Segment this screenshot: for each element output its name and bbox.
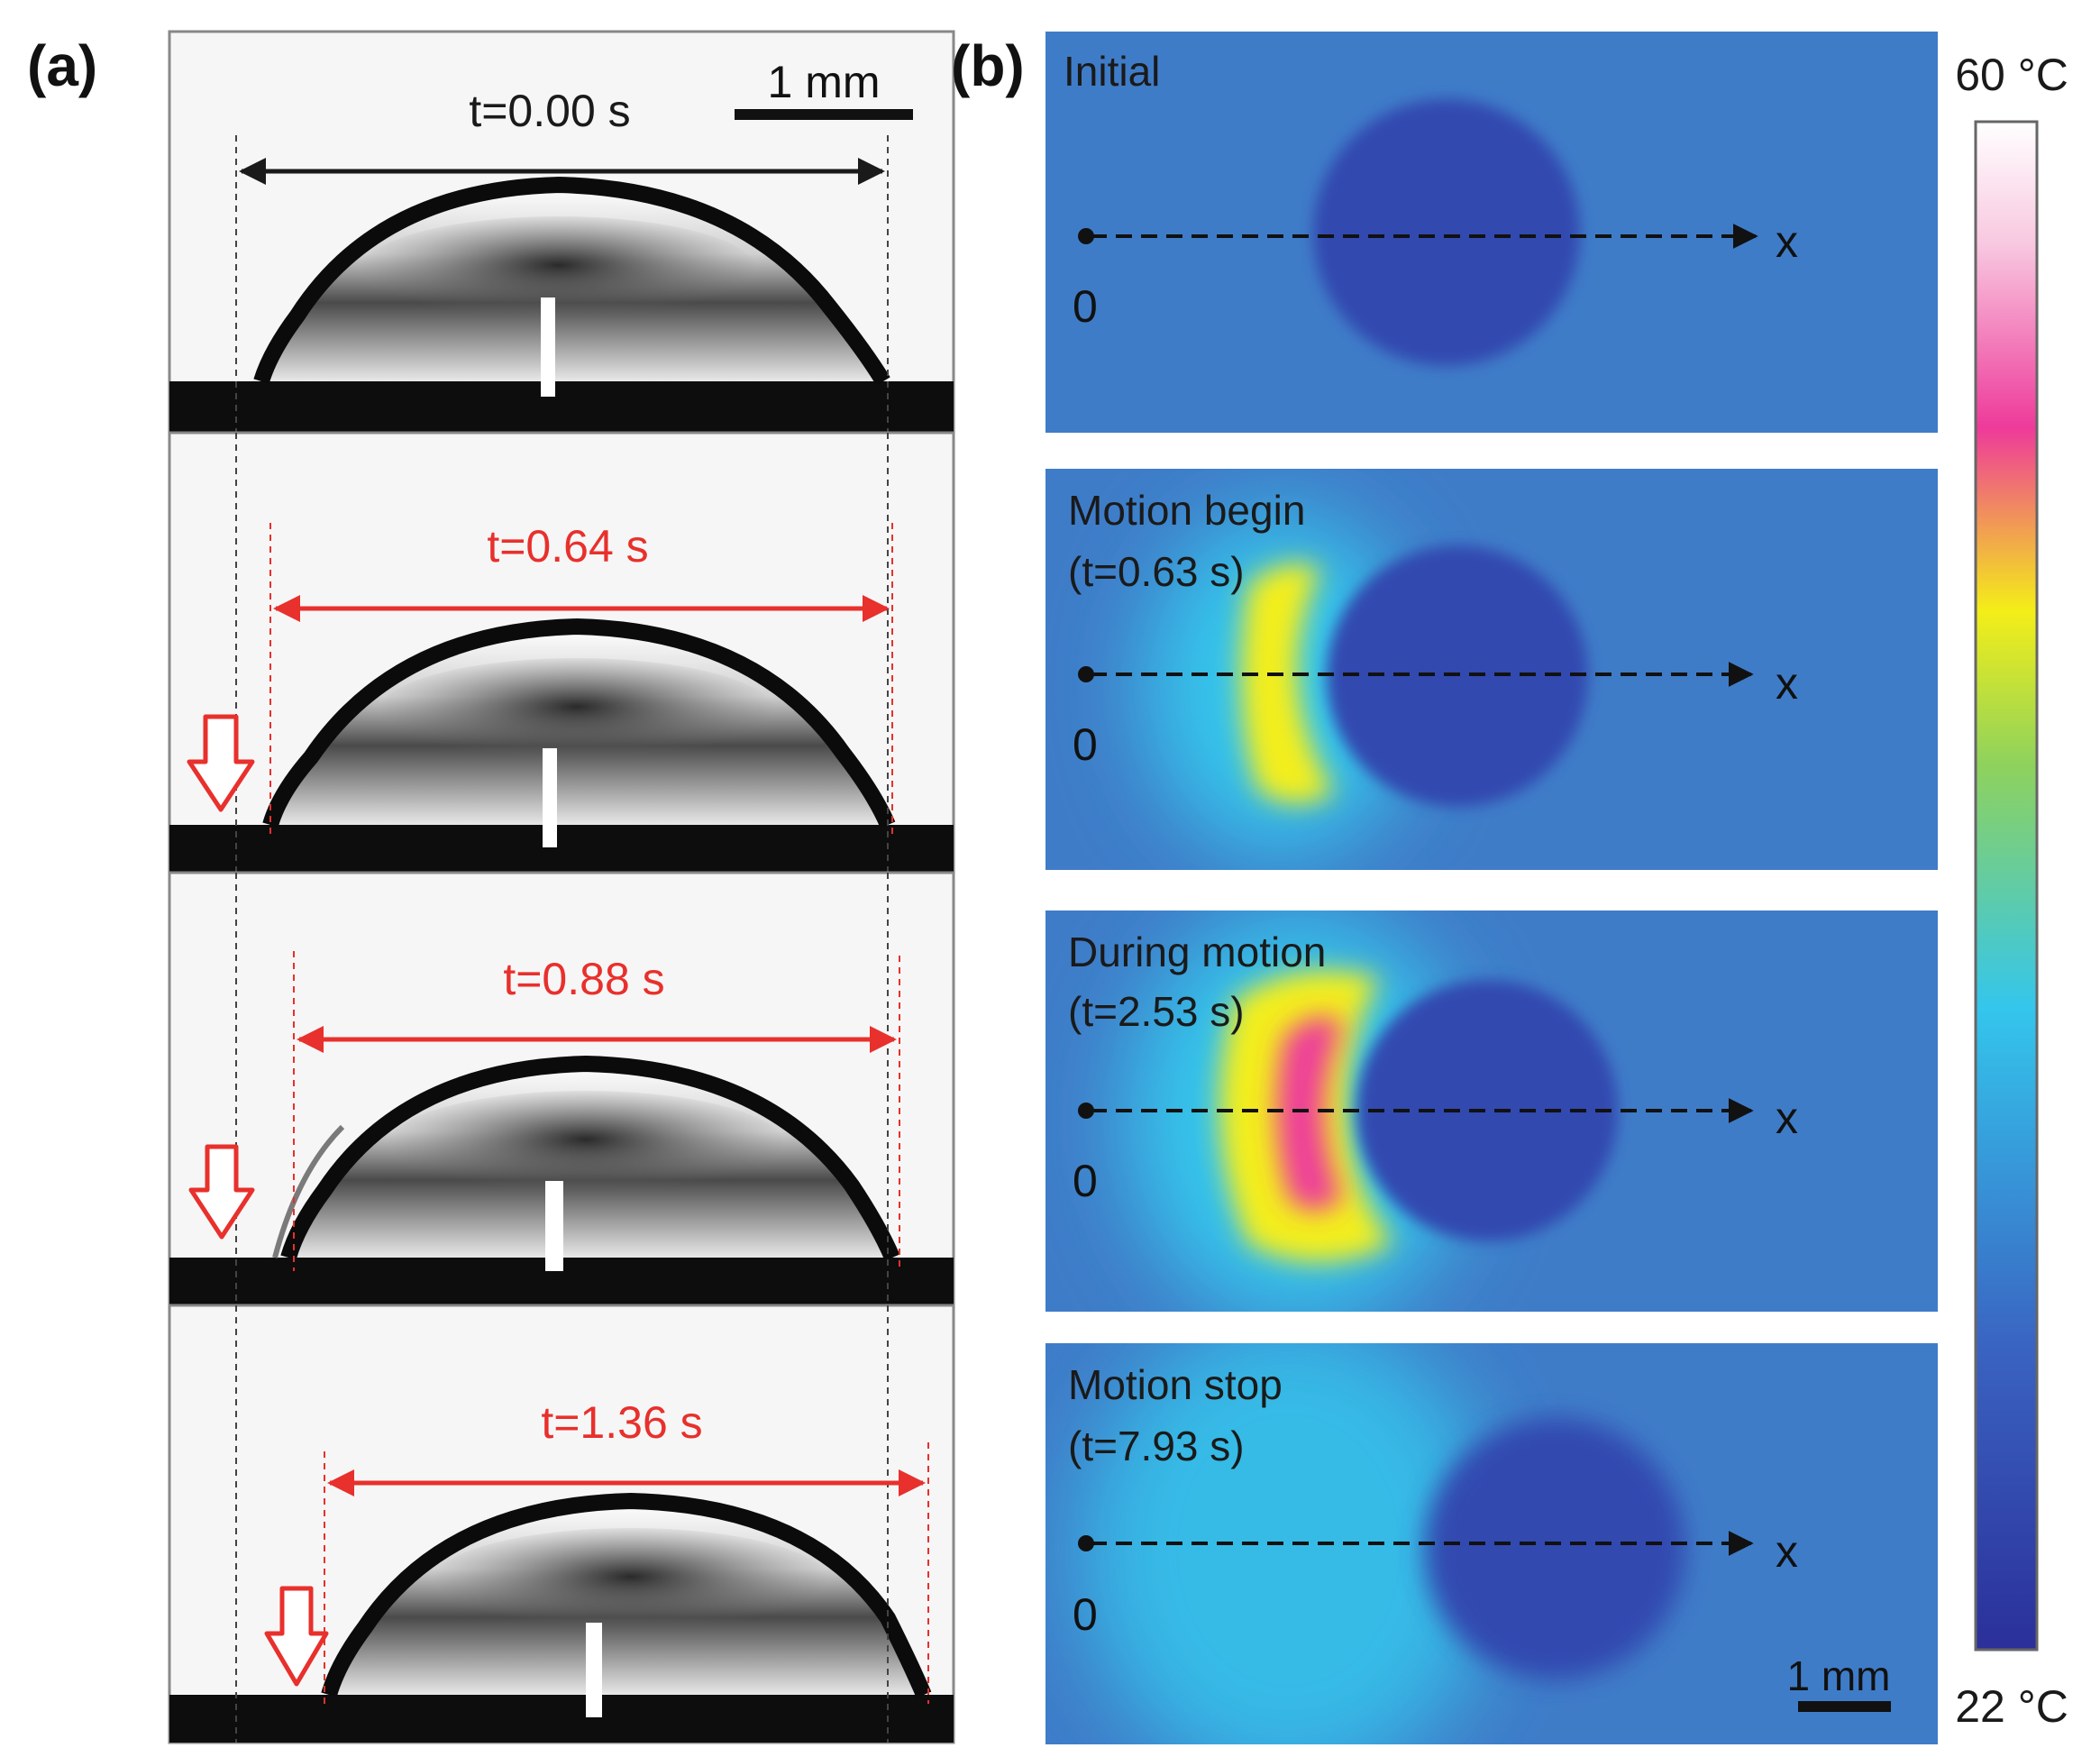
colorbar-max-label: 60 °C bbox=[1955, 50, 2068, 100]
panel-a-scale-label: 1 mm bbox=[768, 57, 881, 107]
down-arrow-icon bbox=[264, 1586, 329, 1687]
axis-x-label: x bbox=[1776, 1526, 1798, 1577]
axis-x-label: x bbox=[1776, 1093, 1798, 1143]
origin-label: 0 bbox=[1073, 1589, 1098, 1640]
map-2-time: (t=2.53 s) bbox=[1068, 988, 1245, 1035]
frame-0-time: t=0.00 s bbox=[469, 86, 630, 136]
thermal-map-1: Motion begin (t=0.63 s) x 0 bbox=[1045, 469, 1938, 870]
frame-3-time: t=1.36 s bbox=[541, 1397, 702, 1448]
down-arrow-icon bbox=[187, 714, 255, 812]
origin-label: 0 bbox=[1073, 281, 1098, 332]
droplet-frame-2: t=0.88 s bbox=[168, 871, 955, 1307]
thermal-map-2: During motion (t=2.53 s) x 0 bbox=[1045, 911, 1938, 1312]
origin-label: 0 bbox=[1073, 1156, 1098, 1206]
origin-dot bbox=[1078, 1535, 1094, 1551]
thermal-map-3: Motion stop (t=7.93 s) x 0 1 mm bbox=[1045, 1343, 1938, 1744]
down-arrow-icon bbox=[188, 1144, 255, 1240]
droplet-frame-1: t=0.64 s bbox=[168, 431, 955, 874]
frame-1-time: t=0.64 s bbox=[487, 521, 648, 572]
origin-dot bbox=[1078, 666, 1094, 682]
origin-dot bbox=[1078, 228, 1094, 244]
map-3-time: (t=7.93 s) bbox=[1068, 1423, 1245, 1469]
map-0-title: Initial bbox=[1064, 48, 1160, 95]
thermal-map-0: Initial x 0 bbox=[1045, 32, 1938, 433]
colorbar-min-label: 22 °C bbox=[1955, 1681, 2068, 1732]
map-1-time: (t=0.63 s) bbox=[1068, 548, 1245, 595]
map-1-title: Motion begin bbox=[1068, 487, 1305, 534]
panel-a-label: (a) bbox=[27, 33, 97, 98]
map-3-title: Motion stop bbox=[1068, 1361, 1283, 1408]
colorbar: 60 °C 22 °C bbox=[1955, 50, 2068, 1732]
origin-label: 0 bbox=[1073, 719, 1098, 770]
panel-b-label: (b) bbox=[951, 33, 1025, 98]
axis-x-label: x bbox=[1776, 216, 1798, 267]
axis-x-label: x bbox=[1776, 658, 1798, 709]
frame-2-time: t=0.88 s bbox=[503, 954, 664, 1004]
droplet-frame-0: t=0.00 s 1 mm bbox=[168, 30, 955, 435]
panel-b-scale-label: 1 mm bbox=[1787, 1652, 1891, 1699]
droplet-frame-3: t=1.36 s bbox=[168, 1304, 955, 1744]
origin-dot bbox=[1078, 1103, 1094, 1119]
map-2-title: During motion bbox=[1068, 929, 1326, 975]
